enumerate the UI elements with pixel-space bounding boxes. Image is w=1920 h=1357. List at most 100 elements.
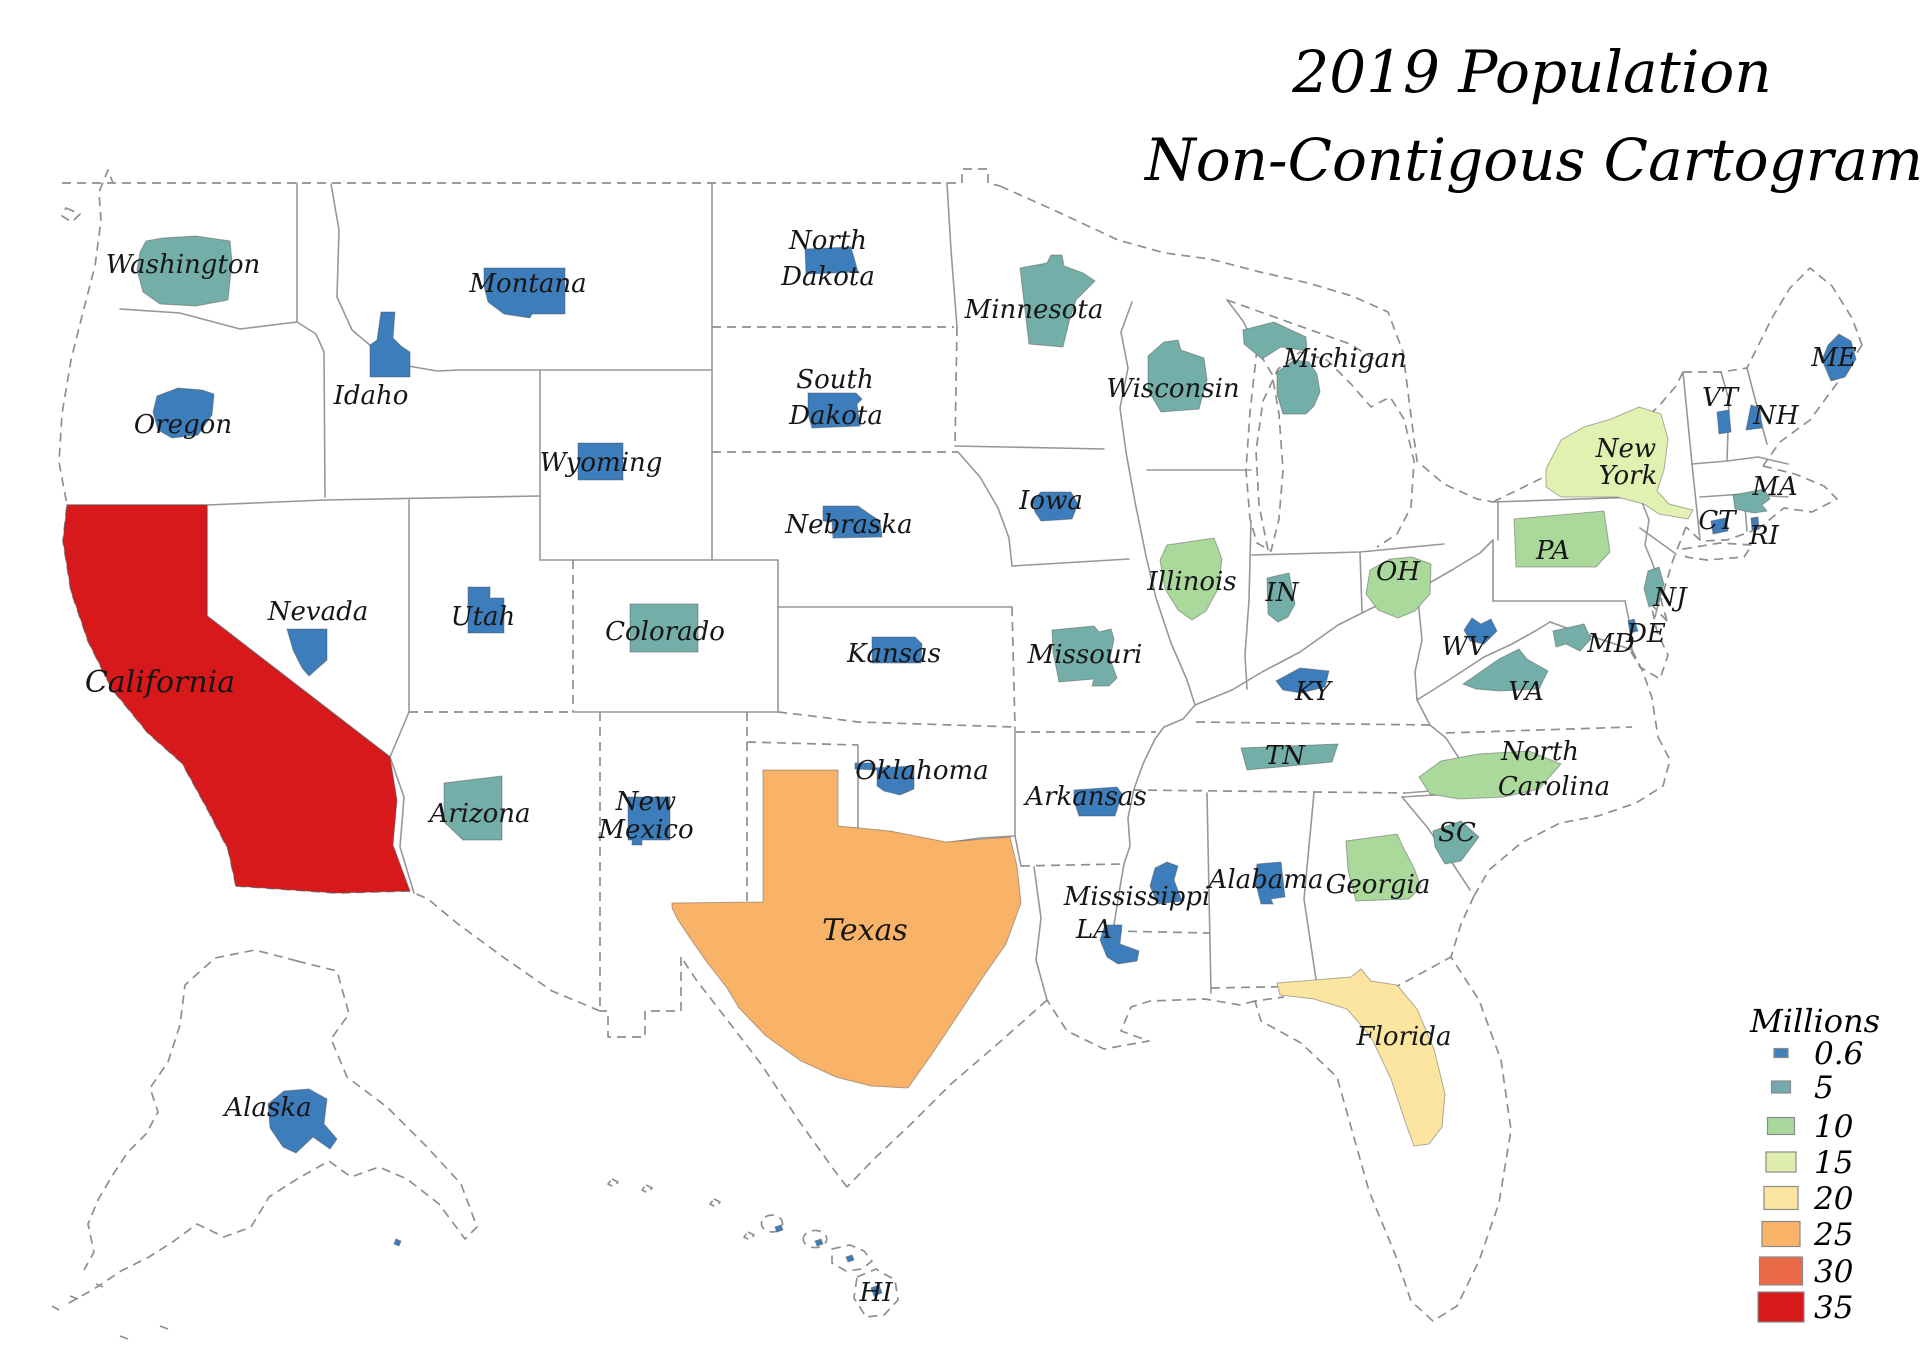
- map-border-segment: [330, 183, 461, 372]
- map-border-segment: [1011, 606, 1016, 728]
- state-label-hi: HI: [859, 1278, 894, 1308]
- map-border-segment: [1244, 520, 1252, 690]
- state-label-wv: WV: [1441, 632, 1489, 662]
- state-label-md: MD: [1586, 629, 1635, 659]
- map-border-segment: [831, 1244, 873, 1272]
- state-label-id: Idaho: [333, 381, 409, 411]
- map-border-segment: [1416, 699, 1431, 726]
- state-shape-mi: [1242, 321, 1321, 415]
- map-border-segment: [1682, 371, 1693, 465]
- state-shape-nd: [804, 246, 859, 275]
- map-border-segment: [119, 308, 298, 330]
- state-shape-in: [1266, 572, 1296, 623]
- map-border-segment: [1757, 465, 1838, 530]
- map-border-segment: [846, 999, 1048, 1188]
- state-label-ne: Nebraska: [784, 510, 912, 540]
- state-label-mo: Missouri: [1027, 640, 1143, 670]
- state-shape-va: [1461, 648, 1549, 692]
- map-border-segment: [61, 207, 81, 223]
- state-shape-tn: [1240, 743, 1339, 771]
- state-shape-tx: [671, 769, 1022, 1089]
- state-shape-nv: [286, 628, 328, 677]
- state-shape-ky: [1275, 667, 1330, 694]
- map-border-segment: [777, 711, 1016, 728]
- map-border-segment: [957, 451, 1013, 567]
- map-border-segment: [1359, 551, 1363, 613]
- map-border-segment: [954, 326, 958, 447]
- state-shape-nm: [627, 796, 671, 846]
- map-border-segment: [709, 1198, 721, 1208]
- state-shape-nj: [1643, 566, 1665, 608]
- state-label-ri: RI: [1748, 521, 1780, 551]
- map-border-segment: [1416, 539, 1494, 591]
- state-label-ut: Utah: [451, 602, 516, 632]
- map-border-segment: [1255, 351, 1415, 551]
- state-shape-nc: [1418, 750, 1562, 800]
- map-border-segment: [600, 957, 682, 1038]
- state-shape-vt: [1716, 409, 1732, 435]
- legend-swatch-30: [1758, 1256, 1804, 1286]
- state-shape-ga: [1345, 833, 1422, 902]
- state-label-me: ME: [1810, 343, 1857, 373]
- map-border-segment: [1011, 558, 1130, 567]
- state-label-al: Alabama: [1207, 865, 1324, 895]
- map-border-segment: [1682, 542, 1753, 561]
- state-label-ky: KY: [1294, 677, 1334, 707]
- state-label-nv: Nevada: [267, 597, 368, 627]
- state-shape-wa: [136, 235, 233, 307]
- map-border-segment: [1226, 299, 1375, 360]
- state-shape-wy: [577, 442, 624, 481]
- state-label-il: Illinois: [1146, 567, 1236, 597]
- map-border-segment: [1762, 344, 1863, 467]
- state-shape-ri: [1750, 516, 1760, 531]
- state-label-nc: North: [1500, 737, 1579, 767]
- map-border-segment: [296, 321, 326, 498]
- map-border-segment: [1683, 267, 1863, 373]
- state-shape-oh: [1365, 556, 1432, 619]
- map-border-segment: [1046, 998, 1256, 1050]
- map-border-segment: [66, 495, 541, 506]
- map-border-segment: [746, 741, 859, 746]
- map-title-line2: Non-Contigous Cartogram: [1143, 126, 1920, 194]
- legend-title: Millions: [1749, 1002, 1880, 1040]
- map-border-segment: [1112, 930, 1210, 934]
- state-shape-mt: [483, 267, 566, 319]
- legend-value-35: 35: [1814, 1290, 1853, 1326]
- map-border-segment: [1254, 895, 1512, 1322]
- map-border-segment: [1020, 863, 1123, 867]
- map-border-segment: [743, 1231, 755, 1241]
- state-shape-ct: [1710, 517, 1729, 535]
- state-labels-layer: Washington Oregon California Nevada Idaho Mon…: [85, 226, 1857, 1308]
- state-label-az: Arizona: [427, 799, 530, 829]
- state-label-ms: Mississippi: [1063, 882, 1211, 912]
- state-label-ok: Oklahoma: [855, 756, 988, 786]
- state-label-sc: SC: [1438, 818, 1476, 848]
- state-shape-ak: [267, 1088, 402, 1247]
- map-border-segment: [1445, 726, 1633, 734]
- map-title-line1: 2019 Population: [1291, 38, 1771, 106]
- state-shape-ks: [871, 636, 923, 664]
- state-label-la: LA: [1075, 915, 1112, 945]
- map-border-segment: [802, 1229, 828, 1249]
- state-label-nj: NJ: [1652, 583, 1688, 613]
- legend-swatch-0.6: [1773, 1047, 1789, 1059]
- state-shape-ut: [467, 586, 505, 634]
- map-border-segment: [1473, 736, 1671, 897]
- state-shape-me: [1821, 333, 1857, 382]
- state-label-ga: Georgia: [1326, 870, 1431, 900]
- map-border-segment: [680, 956, 848, 1188]
- state-shape-sd: [807, 392, 863, 429]
- state-label-or: Oregon: [134, 410, 232, 440]
- state-label-sd: Dakota: [788, 401, 883, 431]
- state-label-nm: New: [615, 787, 676, 817]
- state-shape-ne: [822, 505, 883, 539]
- state-label-pa: PA: [1535, 536, 1570, 566]
- map-border-segment: [1660, 526, 1687, 622]
- map-border-segment: [947, 168, 1001, 187]
- map-border-segment: [999, 185, 1494, 503]
- state-label-nd: Dakota: [780, 262, 875, 292]
- state-shape-wv: [1463, 617, 1498, 645]
- state-shape-la: [1099, 924, 1140, 965]
